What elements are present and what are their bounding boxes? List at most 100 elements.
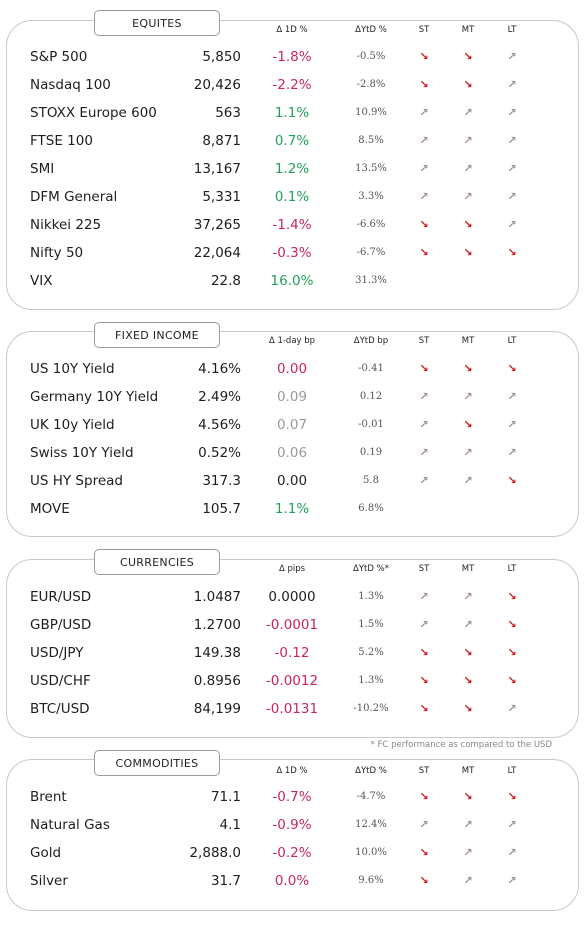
table-row[interactable]: Silver 31.7 0.0% 9.6% ↘ ↗ ↗	[0, 867, 586, 895]
table-row[interactable]: Natural Gas 4.1 -0.9% 12.4% ↗ ↗ ↗	[0, 811, 586, 839]
table-row[interactable]: Germany 10Y Yield 2.49% 0.09 0.12 ↗ ↗ ↗	[0, 383, 586, 411]
commodities-header-lt: LT	[507, 766, 517, 776]
instrument-name: GBP/USD	[30, 617, 92, 633]
table-row[interactable]: USD/JPY 149.38 -0.12 5.2% ↘ ↘ ↘	[0, 639, 586, 667]
ytd-change: 5.2%	[358, 647, 384, 658]
table-row[interactable]: MOVE 105.7 1.1% 6.8%	[0, 495, 586, 523]
ytd-change: -0.01	[358, 419, 384, 430]
daily-change: -0.3%	[272, 245, 312, 261]
arrow-up-right-icon: ↗	[507, 190, 517, 203]
arrow-up-right-icon: ↗	[463, 390, 473, 403]
arrow-up-right-icon: ↗	[463, 134, 473, 147]
arrow-down-right-icon: ↘	[419, 78, 429, 91]
table-row[interactable]: US 10Y Yield 4.16% 0.00 -0.41 ↘ ↘ ↘	[0, 355, 586, 383]
instrument-name: US HY Spread	[30, 473, 123, 489]
table-row[interactable]: Swiss 10Y Yield 0.52% 0.06 0.19 ↗ ↗ ↗	[0, 439, 586, 467]
table-row[interactable]: UK 10y Yield 4.56% 0.07 -0.01 ↗ ↘ ↗	[0, 411, 586, 439]
table-row[interactable]: FTSE 100 8,871 0.7% 8.5% ↗ ↗ ↗	[0, 127, 586, 155]
equities-title-tab: EQUITES	[94, 10, 220, 36]
table-row[interactable]: S&P 500 5,850 -1.8% -0.5% ↘ ↘ ↗	[0, 43, 586, 71]
instrument-name: SMI	[30, 161, 55, 177]
instrument-value: 71.1	[210, 789, 241, 805]
arrow-down-right-icon: ↘	[419, 646, 429, 659]
instrument-value: 149.38	[193, 645, 241, 661]
commodities-header-mt: MT	[461, 766, 475, 776]
ytd-change: 0.19	[359, 447, 383, 458]
ytd-change: 5.8	[363, 475, 379, 486]
instrument-value: 5,331	[202, 189, 241, 205]
table-row[interactable]: USD/CHF 0.8956 -0.0012 1.3% ↘ ↘ ↘	[0, 667, 586, 695]
daily-change: 0.0%	[274, 873, 310, 889]
arrow-up-right-icon: ↗	[507, 218, 517, 231]
arrow-up-right-icon: ↗	[419, 618, 429, 631]
arrow-up-right-icon: ↗	[419, 818, 429, 831]
ytd-change: -0.41	[358, 363, 384, 374]
arrow-up-right-icon: ↗	[507, 134, 517, 147]
table-row[interactable]: BTC/USD 84,199 -0.0131 -10.2% ↘ ↘ ↗	[0, 695, 586, 723]
arrow-up-right-icon: ↗	[419, 106, 429, 119]
currencies-header-st: ST	[418, 564, 430, 574]
commodities-header-st: ST	[418, 766, 430, 776]
arrow-down-right-icon: ↘	[463, 418, 473, 431]
arrow-down-right-icon: ↘	[463, 78, 473, 91]
currencies-header-change: Δ pips	[278, 564, 306, 574]
table-row[interactable]: DFM General 5,331 0.1% 3.3% ↗ ↗ ↗	[0, 183, 586, 211]
arrow-up-right-icon: ↗	[507, 418, 517, 431]
arrow-up-right-icon: ↗	[507, 874, 517, 887]
ytd-change: -6.6%	[356, 219, 386, 230]
arrow-down-right-icon: ↘	[419, 874, 429, 887]
arrow-down-right-icon: ↘	[463, 674, 473, 687]
instrument-value: 22.8	[210, 273, 241, 289]
equities-header-change: Δ 1D %	[276, 25, 308, 35]
ytd-change: 1.3%	[358, 675, 384, 686]
instrument-name: Swiss 10Y Yield	[30, 445, 134, 461]
equities-header-mt: MT	[461, 25, 475, 35]
instrument-name: DFM General	[30, 189, 118, 205]
arrow-down-right-icon: ↘	[507, 590, 517, 603]
table-row[interactable]: Brent 71.1 -0.7% -4.7% ↘ ↘ ↘	[0, 783, 586, 811]
instrument-value: 317.3	[202, 473, 241, 489]
arrow-up-right-icon: ↗	[419, 134, 429, 147]
instrument-value: 5,850	[202, 49, 241, 65]
table-row[interactable]: VIX 22.8 16.0% 31.3%	[0, 267, 586, 295]
table-row[interactable]: EUR/USD 1.0487 0.0000 1.3% ↗ ↗ ↘	[0, 583, 586, 611]
ytd-change: 10.0%	[355, 847, 387, 858]
daily-change: -0.0001	[265, 617, 319, 633]
table-row[interactable]: SMI 13,167 1.2% 13.5% ↗ ↗ ↗	[0, 155, 586, 183]
arrow-up-right-icon: ↗	[507, 846, 517, 859]
daily-change: 1.1%	[274, 501, 310, 517]
arrow-up-right-icon: ↗	[419, 446, 429, 459]
arrow-down-right-icon: ↘	[507, 474, 517, 487]
arrow-up-right-icon: ↗	[419, 474, 429, 487]
instrument-name: Gold	[30, 845, 62, 861]
arrow-down-right-icon: ↘	[463, 50, 473, 63]
table-row[interactable]: Nikkei 225 37,265 -1.4% -6.6% ↘ ↘ ↗	[0, 211, 586, 239]
ytd-change: 6.8%	[358, 503, 384, 514]
instrument-value: 0.8956	[193, 673, 241, 689]
instrument-name: Nikkei 225	[30, 217, 102, 233]
table-row[interactable]: US HY Spread 317.3 0.00 5.8 ↗ ↗ ↘	[0, 467, 586, 495]
table-row[interactable]: STOXX Europe 600 563 1.1% 10.9% ↗ ↗ ↗	[0, 99, 586, 127]
table-row[interactable]: Nifty 50 22,064 -0.3% -6.7% ↘ ↘ ↘	[0, 239, 586, 267]
table-row[interactable]: Gold 2,888.0 -0.2% 10.0% ↘ ↗ ↗	[0, 839, 586, 867]
currencies-header-mt: MT	[461, 564, 475, 574]
ytd-change: 8.5%	[358, 135, 384, 146]
table-row[interactable]: GBP/USD 1.2700 -0.0001 1.5% ↗ ↗ ↘	[0, 611, 586, 639]
fixed-income-header-lt: LT	[507, 336, 517, 346]
currencies-title-tab: CURRENCIES	[94, 549, 220, 575]
arrow-down-right-icon: ↘	[419, 790, 429, 803]
arrow-up-right-icon: ↗	[463, 474, 473, 487]
instrument-name: BTC/USD	[30, 701, 90, 717]
instrument-name: S&P 500	[30, 49, 88, 65]
instrument-value: 8,871	[202, 133, 241, 149]
daily-change: 0.09	[276, 389, 308, 405]
arrow-up-right-icon: ↗	[507, 446, 517, 459]
table-row[interactable]: Nasdaq 100 20,426 -2.2% -2.8% ↘ ↘ ↗	[0, 71, 586, 99]
instrument-value: 20,426	[193, 77, 241, 93]
daily-change: 1.2%	[274, 161, 310, 177]
ytd-change: -10.2%	[353, 703, 389, 714]
instrument-value: 2,888.0	[189, 845, 241, 861]
instrument-value: 13,167	[193, 161, 241, 177]
daily-change: -0.2%	[272, 845, 312, 861]
ytd-change: -6.7%	[356, 247, 386, 258]
